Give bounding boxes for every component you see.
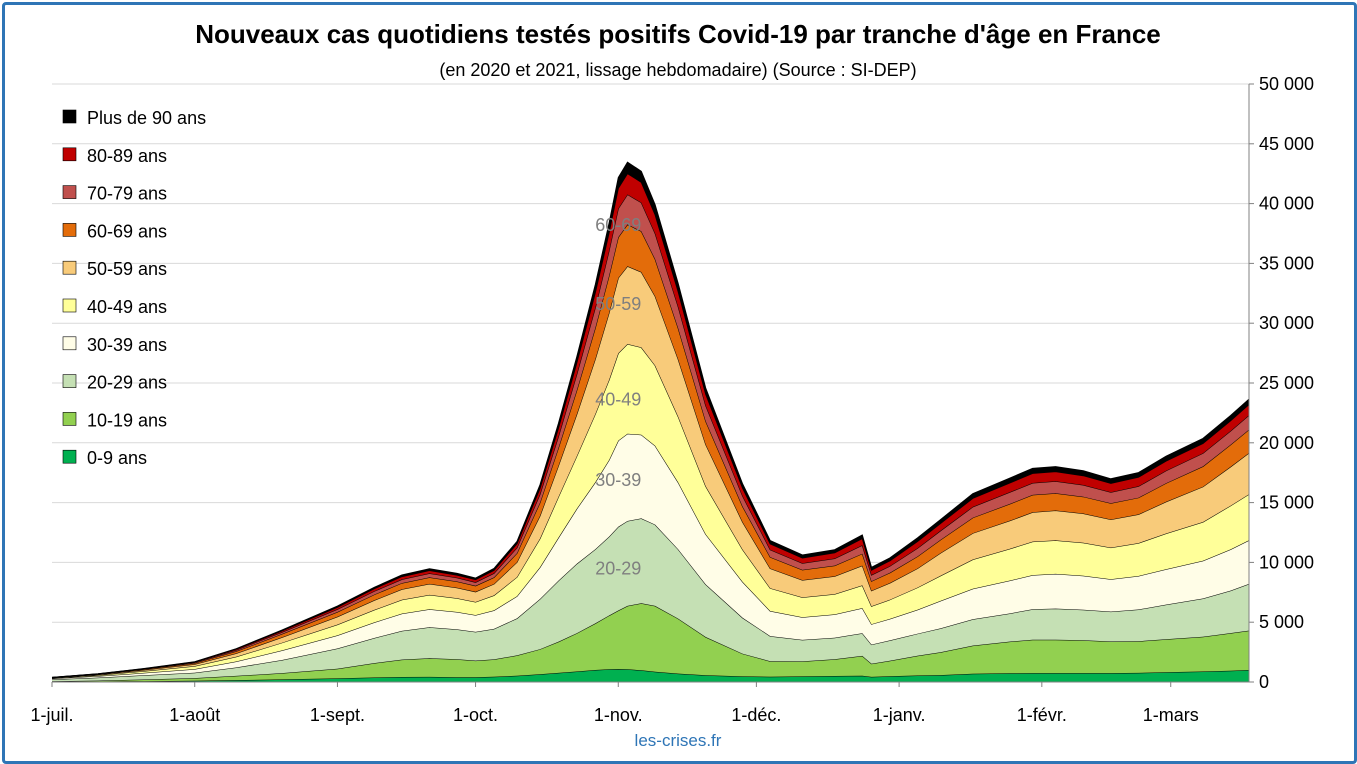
y-tick-label: 35 000 [1259,253,1314,273]
area-border [51,161,1250,678]
legend-item: Plus de 90 ans [62,108,206,128]
legend-swatch [62,223,77,237]
legend-item: 70-79 ans [62,184,167,204]
area-label: 30-39 [595,470,641,490]
legend-swatch [62,412,77,426]
legend-swatch [62,449,77,464]
area-label: 50-59 [595,294,641,314]
x-tick-label: 1-août [169,705,220,725]
legend: Plus de 90 ans 80-89 ans 70-79 ans 60-69 an… [62,108,206,468]
chart-subtitle: (en 2020 et 2021, lissage hebdomadaire) … [439,60,916,80]
area-label: 20-29 [595,558,641,578]
area-10-19-ans [52,603,1249,682]
legend-label: 40-49 ans [87,297,167,317]
area-0-9-ans [52,669,1249,682]
area-40-49-ans [52,344,1249,679]
area-labels: 60-69 50-59 40-49 30-39 20-29 [595,215,641,578]
legend-item: 50-59 ans [62,259,167,279]
x-tick-label: 1-juil. [30,705,73,725]
legend-swatch [62,147,77,162]
y-tick-label: 30 000 [1259,313,1314,333]
legend-swatch [62,336,77,351]
legend-label: 30-39 ans [87,335,167,355]
source-credit: les-crises.fr [635,731,722,750]
chart-title: Nouveaux cas quotidiens testés positifs … [195,19,1161,49]
legend-swatch [62,374,77,388]
legend-item: 30-39 ans [62,335,167,355]
x-tick-label: 1-mars [1143,705,1199,725]
legend-swatch [62,260,77,275]
area-label: 60-69 [595,215,641,235]
y-tick-label: 25 000 [1259,373,1314,393]
legend-label: 70-79 ans [87,184,167,204]
y-tick-label: 45 000 [1259,134,1314,154]
x-tick-label: 1-févr. [1017,705,1067,725]
area-50-59-ans [52,266,1249,679]
y-tick-label: 50 000 [1259,74,1314,94]
area-30-39-ans [52,433,1249,680]
y-tick-label: 40 000 [1259,194,1314,214]
legend-item: 20-29 ans [62,373,167,393]
x-tick-label: 1-nov. [594,705,643,725]
legend-swatch [62,185,77,199]
legend-label: 0-9 ans [87,448,147,468]
legend-label: 50-59 ans [87,259,167,279]
y-tick-label: 5 000 [1259,612,1304,632]
y-tick-label: 10 000 [1259,552,1314,572]
legend-swatch [62,109,77,124]
legend-label: 60-69 ans [87,221,167,241]
y-tick-label: 20 000 [1259,433,1314,453]
legend-label: 20-29 ans [87,373,167,393]
y-tick-label: 0 [1259,672,1269,692]
legend-item: 60-69 ans [62,221,167,241]
area-20-29-ans [52,518,1249,682]
legend-label: Plus de 90 ans [87,108,206,128]
legend-item: 40-49 ans [62,297,167,317]
area-label: 40-49 [595,390,641,410]
legend-item: 10-19 ans [62,410,167,430]
x-tick-label: 1-déc. [731,705,781,725]
legend-swatch [62,298,77,313]
legend-item: 0-9 ans [62,448,147,468]
stacked-areas [51,161,1250,683]
x-tick-label: 1-oct. [453,705,498,725]
axes: 0 5 000 10 000 15 000 20 000 25 000 30 000 35 0… [30,74,1314,725]
legend-label: 10-19 ans [87,410,167,430]
legend-label: 80-89 ans [87,146,167,166]
x-tick-label: 1-janv. [873,705,926,725]
legend-item: 80-89 ans [62,146,167,166]
x-tick-label: 1-sept. [310,705,365,725]
y-tick-label: 15 000 [1259,493,1314,513]
